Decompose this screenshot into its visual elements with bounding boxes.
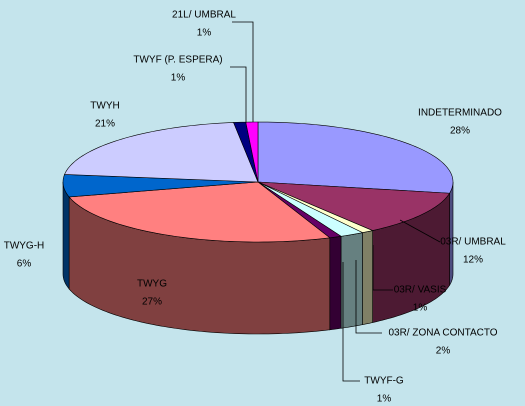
leader-line <box>372 245 393 291</box>
slice-label: 21L/ UMBRAL <box>172 10 236 21</box>
slice-label: TWYG-H <box>4 241 45 252</box>
value-label: 2% <box>436 346 451 357</box>
slice <box>245 121 259 183</box>
slice <box>257 181 451 231</box>
pie-tops <box>62 121 454 243</box>
leader-line <box>399 219 441 243</box>
slice-label: TWYF-G <box>364 376 404 387</box>
slice <box>68 181 331 243</box>
slice-label: 03R/ UMBRAL <box>440 237 506 248</box>
value-label: 27% <box>142 297 162 308</box>
slice-label: 03R/ ZONA CONTACTO <box>388 328 497 339</box>
value-label: 1% <box>413 303 428 314</box>
slice-label: TWYH <box>90 101 119 112</box>
leader-line <box>232 21 254 122</box>
value-label: 1% <box>197 28 212 39</box>
leader-line <box>355 260 382 334</box>
slice <box>257 181 364 237</box>
slice-side <box>328 235 342 331</box>
slice <box>257 121 454 194</box>
value-label: 6% <box>17 259 32 270</box>
slice <box>64 122 259 183</box>
value-label: 21% <box>95 119 115 130</box>
value-label: 12% <box>463 255 483 266</box>
leader-line <box>230 66 247 123</box>
slice-side <box>340 232 363 329</box>
value-label: 1% <box>377 394 392 405</box>
slice-label: TWYF (P. ESPERA) <box>133 55 222 66</box>
slice-label: TWYG <box>137 279 167 290</box>
slice-side <box>62 181 70 290</box>
pie-sides <box>62 181 454 335</box>
slice-label: INDETERMINADO <box>418 108 502 119</box>
slice-side <box>449 181 454 286</box>
value-label: 28% <box>450 126 470 137</box>
slice-label: 03R/ VASIS <box>394 285 447 296</box>
slice-side <box>362 230 373 325</box>
slice <box>62 174 259 198</box>
value-label: 1% <box>171 73 186 84</box>
leader-line <box>342 262 360 382</box>
